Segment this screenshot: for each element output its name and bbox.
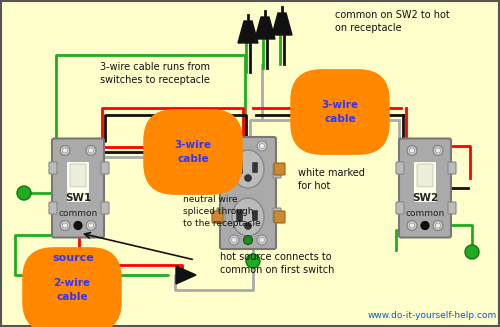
Circle shape	[62, 148, 68, 153]
Circle shape	[229, 235, 239, 245]
Text: common on SW2 to hot
on receptacle: common on SW2 to hot on receptacle	[335, 10, 450, 33]
FancyBboxPatch shape	[274, 211, 285, 223]
Circle shape	[257, 235, 267, 245]
Circle shape	[244, 235, 252, 245]
Circle shape	[410, 148, 414, 153]
Circle shape	[74, 221, 82, 230]
FancyBboxPatch shape	[417, 164, 433, 187]
FancyBboxPatch shape	[399, 139, 451, 237]
FancyBboxPatch shape	[49, 202, 57, 214]
Text: SW2: SW2	[412, 193, 438, 203]
Circle shape	[86, 220, 96, 231]
Circle shape	[410, 223, 414, 228]
Circle shape	[62, 223, 68, 228]
Circle shape	[465, 245, 479, 259]
FancyBboxPatch shape	[217, 208, 225, 222]
Circle shape	[244, 222, 252, 230]
Text: common: common	[58, 209, 98, 218]
Circle shape	[232, 144, 236, 148]
Circle shape	[244, 175, 252, 181]
FancyBboxPatch shape	[396, 202, 404, 214]
Circle shape	[246, 254, 260, 268]
FancyBboxPatch shape	[212, 163, 223, 175]
FancyBboxPatch shape	[414, 162, 436, 202]
Circle shape	[232, 237, 236, 243]
Circle shape	[60, 146, 70, 156]
Circle shape	[260, 144, 264, 148]
Circle shape	[433, 220, 443, 231]
Polygon shape	[293, 99, 313, 117]
FancyBboxPatch shape	[70, 164, 86, 187]
Circle shape	[433, 146, 443, 156]
FancyBboxPatch shape	[448, 202, 456, 214]
Circle shape	[229, 141, 239, 151]
FancyBboxPatch shape	[273, 208, 281, 222]
FancyBboxPatch shape	[448, 162, 456, 174]
Text: 3-wire cable runs from
switches to receptacle: 3-wire cable runs from switches to recep…	[100, 62, 210, 85]
Text: source: source	[52, 253, 94, 263]
FancyBboxPatch shape	[52, 139, 104, 237]
Circle shape	[60, 220, 70, 231]
FancyBboxPatch shape	[217, 164, 225, 178]
Circle shape	[88, 148, 94, 153]
Circle shape	[407, 146, 417, 156]
Circle shape	[436, 148, 440, 153]
Circle shape	[260, 237, 264, 243]
Text: 3-wire
cable: 3-wire cable	[174, 140, 212, 164]
Circle shape	[86, 146, 96, 156]
Text: SW1: SW1	[65, 193, 91, 203]
Text: hot source connects to
common on first switch: hot source connects to common on first s…	[220, 252, 334, 275]
FancyBboxPatch shape	[101, 162, 109, 174]
FancyBboxPatch shape	[236, 162, 242, 174]
FancyBboxPatch shape	[212, 211, 223, 223]
Circle shape	[407, 220, 417, 231]
Polygon shape	[238, 21, 258, 43]
Circle shape	[436, 223, 440, 228]
FancyBboxPatch shape	[396, 162, 404, 174]
FancyBboxPatch shape	[101, 202, 109, 214]
FancyBboxPatch shape	[252, 163, 258, 173]
Polygon shape	[176, 266, 196, 284]
FancyBboxPatch shape	[273, 164, 281, 178]
Circle shape	[421, 221, 429, 230]
Text: neutral wire
spliced through
to the receptacle: neutral wire spliced through to the rece…	[183, 195, 261, 228]
Text: white marked
for hot: white marked for hot	[298, 168, 365, 191]
FancyBboxPatch shape	[66, 162, 90, 202]
Ellipse shape	[232, 198, 264, 236]
FancyBboxPatch shape	[220, 137, 276, 249]
FancyBboxPatch shape	[252, 211, 258, 220]
Text: 3-wire
cable: 3-wire cable	[322, 100, 358, 124]
Text: 2-wire
cable: 2-wire cable	[54, 278, 90, 301]
Text: common: common	[406, 209, 444, 218]
Text: www.do-it-yourself-help.com: www.do-it-yourself-help.com	[368, 311, 497, 320]
Polygon shape	[179, 151, 199, 169]
Polygon shape	[272, 13, 292, 35]
FancyBboxPatch shape	[236, 210, 242, 221]
FancyBboxPatch shape	[274, 163, 285, 175]
Circle shape	[257, 141, 267, 151]
Polygon shape	[255, 17, 275, 39]
FancyBboxPatch shape	[49, 162, 57, 174]
Circle shape	[17, 186, 31, 200]
Circle shape	[88, 223, 94, 228]
Ellipse shape	[232, 150, 264, 188]
